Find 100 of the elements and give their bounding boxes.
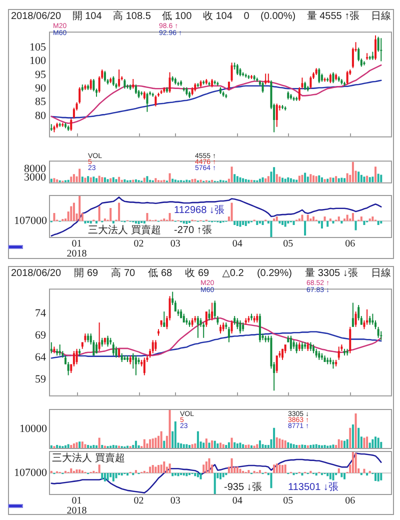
bar bbox=[332, 178, 334, 182]
y-tick-label: 100 bbox=[30, 55, 46, 68]
bar bbox=[230, 166, 233, 182]
x-tick-label: 06 bbox=[345, 238, 356, 250]
bar bbox=[292, 221, 295, 225]
bar bbox=[76, 442, 78, 448]
bar bbox=[53, 213, 56, 221]
bar bbox=[160, 464, 162, 473]
bar bbox=[81, 470, 84, 473]
bar bbox=[352, 213, 354, 221]
bar bbox=[196, 473, 199, 478]
bar bbox=[338, 468, 340, 473]
bar bbox=[230, 202, 233, 221]
bar bbox=[358, 172, 360, 182]
x-tick-label: 04 bbox=[232, 496, 242, 507]
bar bbox=[363, 176, 366, 182]
bar bbox=[78, 196, 81, 221]
bar bbox=[377, 221, 380, 225]
bar bbox=[352, 162, 354, 182]
bar bbox=[70, 206, 72, 221]
bar bbox=[278, 438, 281, 448]
bar bbox=[146, 443, 148, 448]
bar bbox=[273, 464, 276, 473]
bar bbox=[168, 464, 171, 473]
bar bbox=[182, 444, 185, 448]
text: 量 3305 ↓張 bbox=[305, 268, 358, 279]
bar bbox=[50, 445, 52, 448]
bar bbox=[278, 464, 281, 473]
bar bbox=[363, 468, 366, 473]
bar bbox=[222, 473, 224, 478]
bar bbox=[301, 174, 304, 182]
bar bbox=[306, 445, 309, 448]
y-tick-label: 105 bbox=[30, 42, 46, 54]
y-tick-label: 74 bbox=[35, 308, 46, 320]
x-tick-label: 01 2018 bbox=[66, 496, 87, 517]
bar bbox=[96, 445, 98, 448]
text: 開 104 bbox=[72, 11, 102, 22]
y-tick-label: 85 bbox=[35, 96, 46, 108]
bar bbox=[72, 443, 75, 448]
bar bbox=[216, 443, 219, 448]
bar bbox=[329, 445, 332, 448]
bar bbox=[168, 173, 171, 182]
bar bbox=[248, 444, 250, 448]
x-tick-label: 04 bbox=[232, 238, 242, 250]
bar bbox=[276, 174, 278, 182]
bar bbox=[256, 221, 258, 225]
bar bbox=[92, 444, 95, 448]
chart-title: 2018/06/20 bbox=[11, 268, 62, 279]
bar bbox=[256, 444, 258, 448]
bar bbox=[154, 178, 157, 182]
bar bbox=[326, 221, 329, 227]
annotation: 買賣超 bbox=[131, 225, 161, 236]
bar bbox=[354, 221, 357, 230]
bar bbox=[220, 442, 222, 448]
bar bbox=[344, 473, 346, 480]
bar bbox=[298, 176, 300, 182]
bar bbox=[81, 442, 84, 448]
x-tick-label: 05 bbox=[283, 238, 294, 250]
bar bbox=[282, 178, 284, 182]
bar bbox=[267, 176, 270, 182]
bar bbox=[225, 444, 228, 448]
annotation: 113501 ↓張 bbox=[288, 482, 338, 493]
text: 107000 bbox=[14, 467, 47, 479]
bar bbox=[194, 443, 196, 448]
bar bbox=[374, 436, 376, 448]
bar bbox=[118, 176, 120, 182]
bar bbox=[374, 166, 376, 182]
bar bbox=[168, 213, 171, 221]
bar bbox=[320, 221, 323, 228]
bar bbox=[104, 473, 106, 482]
bar bbox=[366, 473, 368, 476]
bar bbox=[101, 473, 104, 480]
bar bbox=[98, 176, 100, 182]
bar bbox=[138, 445, 140, 448]
bar bbox=[236, 443, 238, 448]
bar bbox=[320, 177, 323, 182]
bar bbox=[244, 444, 247, 448]
bar bbox=[306, 214, 309, 221]
bar bbox=[98, 206, 100, 221]
bar bbox=[262, 444, 264, 448]
bar bbox=[194, 178, 196, 182]
text: 低 68 bbox=[148, 268, 172, 279]
text: (0.00%) bbox=[260, 11, 296, 22]
bar bbox=[174, 421, 176, 448]
bar bbox=[154, 466, 157, 473]
bar bbox=[78, 168, 81, 182]
bar bbox=[90, 177, 92, 182]
bar bbox=[70, 444, 72, 448]
bar bbox=[84, 444, 86, 448]
bar bbox=[301, 214, 304, 221]
y-tick-label: 3000 bbox=[24, 171, 46, 184]
y-tick-label: 69 bbox=[35, 330, 46, 342]
bar bbox=[276, 216, 278, 221]
bar bbox=[186, 444, 188, 448]
text: 高 70 bbox=[111, 268, 136, 279]
bar bbox=[278, 176, 281, 182]
bar bbox=[290, 178, 292, 182]
x-tick-label: 02 bbox=[134, 238, 144, 250]
bar bbox=[304, 172, 306, 182]
bar bbox=[149, 466, 152, 473]
